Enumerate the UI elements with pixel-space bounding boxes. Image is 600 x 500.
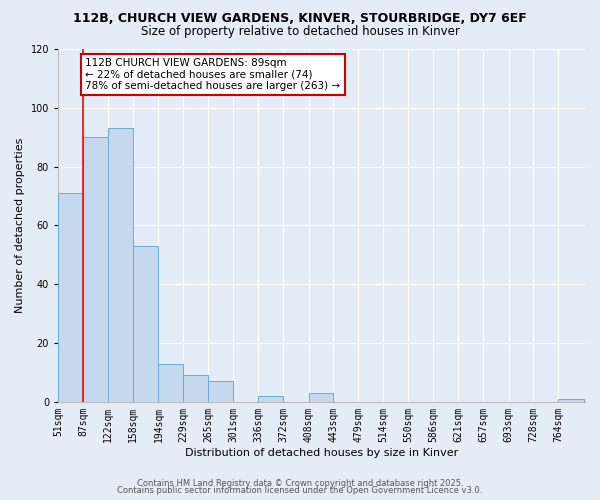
Bar — [58, 193, 83, 402]
Y-axis label: Number of detached properties: Number of detached properties — [15, 138, 25, 313]
Bar — [559, 399, 584, 402]
Bar — [183, 376, 208, 402]
Bar — [158, 364, 183, 402]
Text: Contains public sector information licensed under the Open Government Licence v3: Contains public sector information licen… — [118, 486, 482, 495]
Text: Size of property relative to detached houses in Kinver: Size of property relative to detached ho… — [140, 25, 460, 38]
Bar — [83, 137, 108, 402]
Text: 112B CHURCH VIEW GARDENS: 89sqm
← 22% of detached houses are smaller (74)
78% of: 112B CHURCH VIEW GARDENS: 89sqm ← 22% of… — [85, 58, 341, 91]
Text: 112B, CHURCH VIEW GARDENS, KINVER, STOURBRIDGE, DY7 6EF: 112B, CHURCH VIEW GARDENS, KINVER, STOUR… — [73, 12, 527, 26]
X-axis label: Distribution of detached houses by size in Kinver: Distribution of detached houses by size … — [185, 448, 458, 458]
Bar — [208, 382, 233, 402]
Bar — [133, 246, 158, 402]
Bar — [258, 396, 283, 402]
Bar — [108, 128, 133, 402]
Bar — [308, 393, 333, 402]
Text: Contains HM Land Registry data © Crown copyright and database right 2025.: Contains HM Land Registry data © Crown c… — [137, 478, 463, 488]
